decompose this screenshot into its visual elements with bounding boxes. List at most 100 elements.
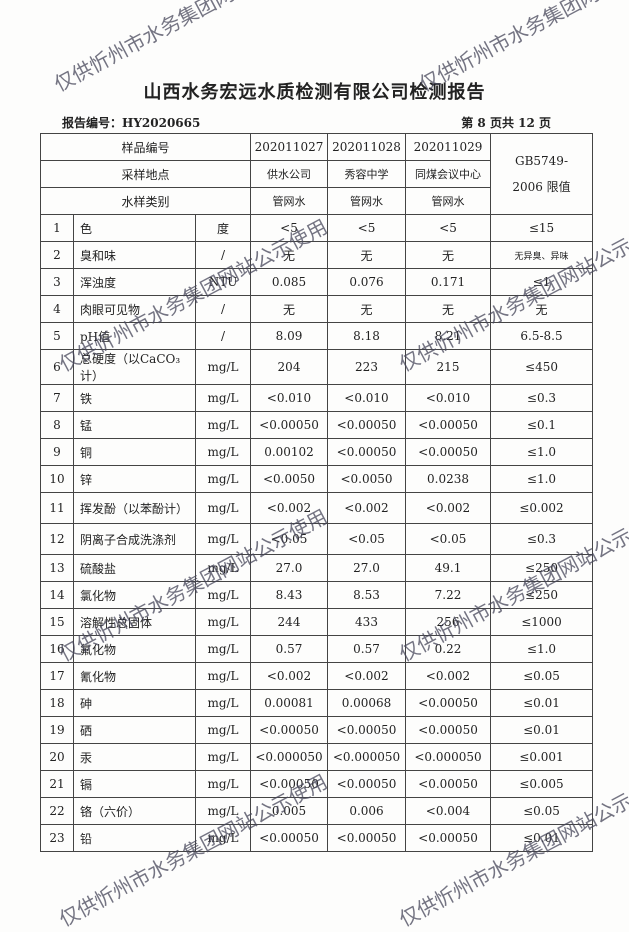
table-row: 17 氰化物 mg/L <0.002 <0.002 <0.002 ≤0.05 — [40, 662, 593, 690]
limit: ≤0.005 — [490, 770, 593, 798]
row-number: 8 — [40, 411, 74, 439]
value: 0.171 — [405, 268, 491, 296]
value: 0.076 — [327, 268, 406, 296]
value: 215 — [405, 349, 491, 385]
table-row: 23 铅 mg/L <0.00050 <0.00050 <0.00050 ≤0.01 — [40, 824, 593, 852]
item-name: 挥发酚（以苯酚计） — [73, 492, 196, 524]
limit: ≤15 — [490, 214, 593, 242]
item-name: 溶解性总固体 — [73, 608, 196, 636]
value: <0.002 — [405, 662, 491, 690]
row-number: 1 — [40, 214, 74, 242]
value: 49.1 — [405, 554, 491, 582]
sample-type: 管网水 — [250, 187, 328, 215]
value: <0.0050 — [250, 465, 328, 493]
item-name: 色 — [73, 214, 196, 242]
row-number: 11 — [40, 492, 74, 524]
limit: ≤1.0 — [490, 635, 593, 663]
item-name: 汞 — [73, 743, 196, 771]
unit: mg/L — [195, 411, 251, 439]
row-number: 22 — [40, 797, 74, 825]
limit: ≤0.01 — [490, 689, 593, 717]
limit: ≤0.05 — [490, 662, 593, 690]
type-label: 水样类别 — [40, 187, 251, 215]
row-number: 4 — [40, 295, 74, 323]
limit: ≤250 — [490, 581, 593, 609]
unit: mg/L — [195, 465, 251, 493]
item-name: 砷 — [73, 689, 196, 717]
value: <0.002 — [250, 492, 328, 524]
value: 0.57 — [327, 635, 406, 663]
row-number: 23 — [40, 824, 74, 852]
limit: ≤450 — [490, 349, 593, 385]
limit: ≤0.05 — [490, 797, 593, 825]
value: <0.010 — [327, 384, 406, 412]
unit: mg/L — [195, 743, 251, 771]
unit: mg/L — [195, 716, 251, 744]
value: 0.085 — [250, 268, 328, 296]
value: 7.22 — [405, 581, 491, 609]
value: 0.00068 — [327, 689, 406, 717]
value: 8.53 — [327, 581, 406, 609]
value: 无 — [327, 295, 406, 323]
limit: ≤0.001 — [490, 743, 593, 771]
sample-location: 同煤会议中心 — [405, 160, 491, 188]
value: 0.00081 — [250, 689, 328, 717]
value: <0.00050 — [405, 824, 491, 852]
value: 256 — [405, 608, 491, 636]
item-name: 镉 — [73, 770, 196, 798]
item-name: 臭和味 — [73, 241, 196, 269]
value: <0.00050 — [327, 438, 406, 466]
limit: ≤1 — [490, 268, 593, 296]
value: 无 — [327, 241, 406, 269]
page-info: 第 8 页共 12 页 — [461, 116, 551, 130]
value: <0.00050 — [405, 411, 491, 439]
value: 223 — [327, 349, 406, 385]
value: <0.010 — [250, 384, 328, 412]
value: 27.0 — [327, 554, 406, 582]
row-number: 12 — [40, 523, 74, 555]
item-name: 肉眼可见物 — [73, 295, 196, 323]
limit: ≤1.0 — [490, 465, 593, 493]
unit: mg/L — [195, 824, 251, 852]
limit: 无异臭、异味 — [490, 241, 593, 269]
limit: ≤0.002 — [490, 492, 593, 524]
limit: ≤1000 — [490, 608, 593, 636]
sample-no-label: 样品编号 — [40, 133, 251, 161]
unit: / — [195, 295, 251, 323]
item-name: 铅 — [73, 824, 196, 852]
location-row: 采样地点 供水公司 秀容中学 同煤会议中心 — [40, 160, 593, 188]
value: <0.00050 — [405, 716, 491, 744]
unit: mg/L — [195, 438, 251, 466]
item-name: 锌 — [73, 465, 196, 493]
sample-no: 202011027 — [250, 133, 328, 161]
row-number: 16 — [40, 635, 74, 663]
row-number: 17 — [40, 662, 74, 690]
value: <0.05 — [250, 523, 328, 555]
table-row: 9 铜 mg/L 0.00102 <0.00050 <0.00050 ≤1.0 — [40, 438, 593, 466]
results-table: 样品编号 202011027 202011028 202011029 GB574… — [40, 133, 593, 852]
limit: 6.5-8.5 — [490, 322, 593, 350]
value: 8.09 — [250, 322, 328, 350]
value: <0.00050 — [250, 716, 328, 744]
value: 0.0238 — [405, 465, 491, 493]
row-number: 6 — [40, 349, 74, 385]
value: <0.002 — [327, 492, 406, 524]
row-number: 13 — [40, 554, 74, 582]
sample-type: 管网水 — [405, 187, 491, 215]
row-number: 7 — [40, 384, 74, 412]
unit: mg/L — [195, 554, 251, 582]
sample-type: 管网水 — [327, 187, 406, 215]
item-name: 硫酸盐 — [73, 554, 196, 582]
value: <0.00050 — [405, 689, 491, 717]
limit-header: GB5749-2006 限值 — [490, 133, 593, 215]
sample-no: 202011029 — [405, 133, 491, 161]
value: <0.000050 — [327, 743, 406, 771]
table-row: 4 肉眼可见物 / 无无无无 — [40, 295, 593, 323]
value: 0.22 — [405, 635, 491, 663]
row-number: 20 — [40, 743, 74, 771]
sample-location: 秀容中学 — [327, 160, 406, 188]
value: 无 — [405, 241, 491, 269]
unit: mg/L — [195, 581, 251, 609]
unit: mg/L — [195, 662, 251, 690]
table-row: 18 砷 mg/L 0.00081 0.00068 <0.00050 ≤0.01 — [40, 689, 593, 717]
